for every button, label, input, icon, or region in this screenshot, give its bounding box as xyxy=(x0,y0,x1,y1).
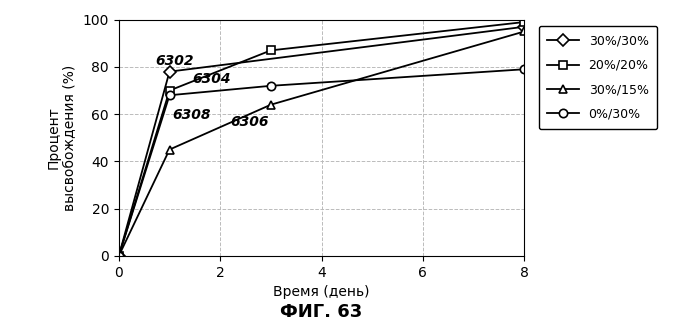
Text: 6302: 6302 xyxy=(155,53,194,68)
0%/30% xyxy=(520,67,528,71)
30%/15% xyxy=(115,254,123,258)
Text: ФИГ. 63: ФИГ. 63 xyxy=(280,303,363,321)
Text: 6308: 6308 xyxy=(172,108,210,122)
0%/30% xyxy=(165,93,173,97)
Y-axis label: Процент
высвобождения (%): Процент высвобождения (%) xyxy=(47,65,77,211)
0%/30% xyxy=(115,254,123,258)
30%/15% xyxy=(520,30,528,33)
X-axis label: Время (день): Время (день) xyxy=(273,285,370,299)
Text: 6304: 6304 xyxy=(192,72,231,87)
Text: 6306: 6306 xyxy=(231,115,269,129)
Line: 30%/15%: 30%/15% xyxy=(115,27,528,260)
30%/30% xyxy=(520,25,528,29)
Line: 0%/30%: 0%/30% xyxy=(115,65,528,260)
20%/20% xyxy=(520,20,528,24)
20%/20% xyxy=(165,89,173,92)
Line: 20%/20%: 20%/20% xyxy=(115,18,528,260)
20%/20% xyxy=(266,49,275,52)
Line: 30%/30%: 30%/30% xyxy=(115,23,528,260)
30%/30% xyxy=(165,70,173,73)
30%/30% xyxy=(115,254,123,258)
20%/20% xyxy=(115,254,123,258)
30%/15% xyxy=(165,148,173,152)
30%/15% xyxy=(266,103,275,107)
Legend: 30%/30%, 20%/20%, 30%/15%, 0%/30%: 30%/30%, 20%/20%, 30%/15%, 0%/30% xyxy=(539,26,657,129)
0%/30% xyxy=(266,84,275,88)
